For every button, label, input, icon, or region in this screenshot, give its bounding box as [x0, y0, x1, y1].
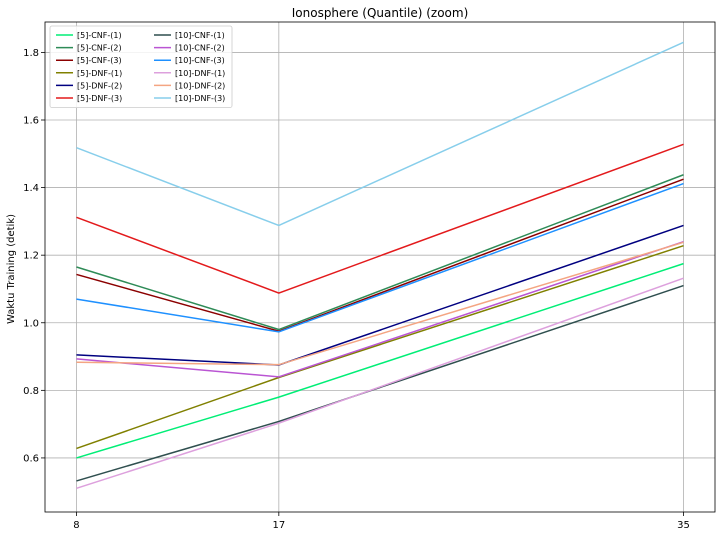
series-line-10 [76, 241, 684, 366]
series-line-1 [76, 174, 684, 331]
legend-entry-label: [10]-DNF-(2) [175, 81, 225, 90]
legend-entry-label: [5]-CNF-(1) [77, 31, 122, 40]
legend-entry-label: [5]-DNF-(3) [77, 94, 122, 103]
y-tick-label: 0.8 [23, 386, 39, 397]
x-tick-label: 8 [73, 520, 79, 531]
y-axis: 0.6 0.8 1.0 1.2 1.4 1.6 1.8 [23, 48, 45, 464]
series-line-8 [76, 182, 684, 333]
legend-entry-label: [5]-DNF-(1) [77, 69, 122, 78]
x-tick-label: 35 [677, 520, 690, 531]
y-tick-label: 1.4 [23, 183, 39, 194]
y-tick-label: 1.2 [23, 251, 39, 262]
series-line-5 [76, 143, 684, 294]
series-line-0 [76, 262, 684, 459]
grid [45, 22, 715, 512]
legend-entry-label: [5]-CNF-(3) [77, 56, 122, 65]
series-lines [76, 41, 684, 490]
legend-entry-label: [10]-DNF-(3) [175, 94, 225, 103]
legend-box [49, 25, 233, 108]
y-tick-label: 1.6 [23, 116, 39, 127]
series-line-11 [76, 41, 684, 227]
chart-title: Ionosphere (Quantile) (zoom) [292, 6, 469, 20]
y-tick-label: 1.0 [23, 318, 39, 329]
series-line-7 [76, 240, 684, 378]
x-tick-label: 17 [272, 520, 285, 531]
series-line-9 [76, 277, 684, 490]
legend-entry-label: [10]-DNF-(1) [175, 69, 225, 78]
y-axis-label: Waktu Training (detik) [6, 214, 17, 324]
legend-entry-label: [5]-DNF-(2) [77, 81, 122, 90]
series-line-6 [76, 284, 684, 482]
y-tick-label: 0.6 [23, 453, 39, 464]
plot-frame [44, 21, 716, 513]
legend-entry-label: [5]-CNF-(2) [77, 44, 122, 53]
legend-entry-label: [10]-CNF-(2) [175, 44, 225, 53]
y-tick-label: 1.8 [23, 48, 39, 59]
legend-entry-label: [10]-CNF-(1) [175, 31, 225, 40]
legend: [5]-CNF-(1) [5]-CNF-(2) [5]-CNF-(3) [5]-DNF… [49, 25, 233, 108]
x-axis: 8 17 35 [73, 512, 690, 531]
legend-entry-label: [10]-CNF-(3) [175, 56, 225, 65]
